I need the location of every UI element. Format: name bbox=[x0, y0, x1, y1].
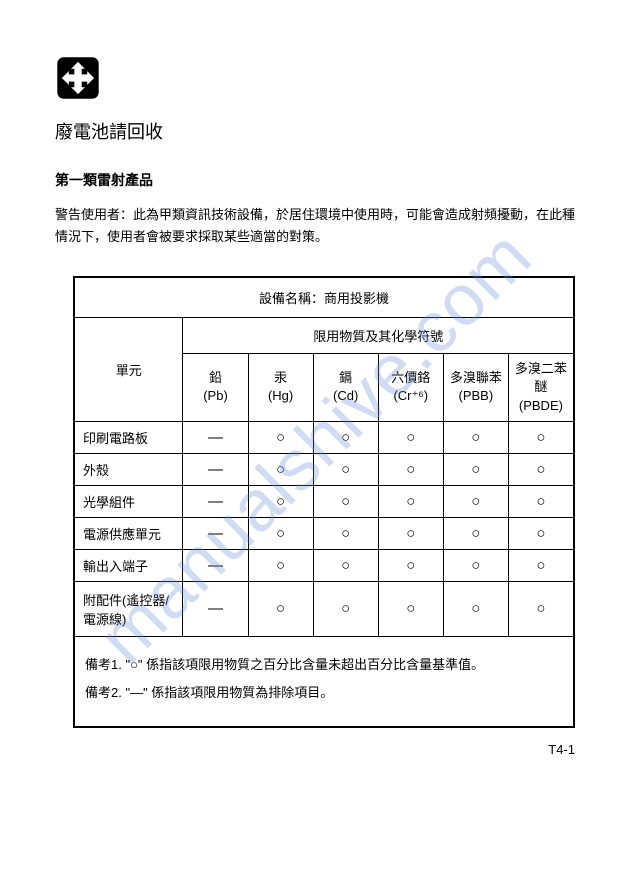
cell-value: ○ bbox=[313, 517, 378, 549]
recycle-icon bbox=[55, 55, 575, 118]
cell-value: ○ bbox=[248, 549, 313, 581]
cell-value: ○ bbox=[313, 581, 378, 636]
chem-col-3: 六價鉻(Cr⁺⁶) bbox=[378, 354, 443, 422]
row-label: 外殼 bbox=[75, 453, 183, 485]
note-1: 備考1. "○" 係指該項限用物質之百分比含量未超出百分比含量基準值。 bbox=[85, 651, 563, 680]
cell-value: ○ bbox=[248, 581, 313, 636]
cell-value: — bbox=[183, 453, 248, 485]
restricted-header: 限用物質及其化學符號 bbox=[183, 318, 574, 354]
cell-value: ○ bbox=[443, 485, 508, 517]
substance-table: 設備名稱：商用投影機 單元 限用物質及其化學符號 鉛(Pb)汞(Hg)鎘(Cd)… bbox=[73, 276, 575, 728]
cell-value: ○ bbox=[378, 453, 443, 485]
cell-value: ○ bbox=[508, 581, 573, 636]
cell-value: ○ bbox=[443, 581, 508, 636]
unit-header: 單元 bbox=[75, 318, 183, 422]
cell-value: ○ bbox=[248, 453, 313, 485]
row-label: 印刷電路板 bbox=[75, 421, 183, 453]
cell-value: ○ bbox=[313, 453, 378, 485]
cell-value: ○ bbox=[378, 421, 443, 453]
row-label: 附配件(遙控器/電源線) bbox=[75, 581, 183, 636]
cell-value: ○ bbox=[313, 549, 378, 581]
cell-value: — bbox=[183, 549, 248, 581]
page-number: T4-1 bbox=[55, 742, 575, 757]
note-2: 備考2. "—" 係指該項限用物質為排除項目。 bbox=[85, 679, 563, 708]
cell-value: ○ bbox=[378, 517, 443, 549]
cell-value: ○ bbox=[443, 421, 508, 453]
chem-col-1: 汞(Hg) bbox=[248, 354, 313, 422]
chem-col-0: 鉛(Pb) bbox=[183, 354, 248, 422]
cell-value: ○ bbox=[443, 549, 508, 581]
cell-value: ○ bbox=[443, 453, 508, 485]
cell-value: — bbox=[183, 581, 248, 636]
cell-value: ○ bbox=[378, 485, 443, 517]
cell-value: ○ bbox=[248, 421, 313, 453]
cell-value: ○ bbox=[313, 421, 378, 453]
row-label: 輸出入端子 bbox=[75, 549, 183, 581]
cell-value: ○ bbox=[508, 421, 573, 453]
cell-value: ○ bbox=[508, 549, 573, 581]
cell-value: — bbox=[183, 485, 248, 517]
chem-col-2: 鎘(Cd) bbox=[313, 354, 378, 422]
cell-value: ○ bbox=[508, 517, 573, 549]
cell-value: — bbox=[183, 517, 248, 549]
chem-col-4: 多溴聯苯(PBB) bbox=[443, 354, 508, 422]
device-name: 設備名稱：商用投影機 bbox=[75, 278, 574, 318]
cell-value: ○ bbox=[443, 517, 508, 549]
row-label: 光學組件 bbox=[75, 485, 183, 517]
cell-value: — bbox=[183, 421, 248, 453]
cell-value: ○ bbox=[313, 485, 378, 517]
cell-value: ○ bbox=[248, 485, 313, 517]
page-title: 廢電池請回收 bbox=[55, 118, 575, 144]
cell-value: ○ bbox=[248, 517, 313, 549]
cell-value: ○ bbox=[378, 549, 443, 581]
cell-value: ○ bbox=[378, 581, 443, 636]
chem-col-5: 多溴二苯醚(PBDE) bbox=[508, 354, 573, 422]
cell-value: ○ bbox=[508, 485, 573, 517]
table-notes: 備考1. "○" 係指該項限用物質之百分比含量未超出百分比含量基準值。 備考2.… bbox=[75, 636, 574, 726]
cell-value: ○ bbox=[508, 453, 573, 485]
warning-text: 警告使用者：此為甲類資訊技術設備，於居住環境中使用時，可能會造成射頻擾動，在此種… bbox=[55, 204, 575, 248]
row-label: 電源供應單元 bbox=[75, 517, 183, 549]
subtitle: 第一類雷射產品 bbox=[55, 170, 575, 190]
